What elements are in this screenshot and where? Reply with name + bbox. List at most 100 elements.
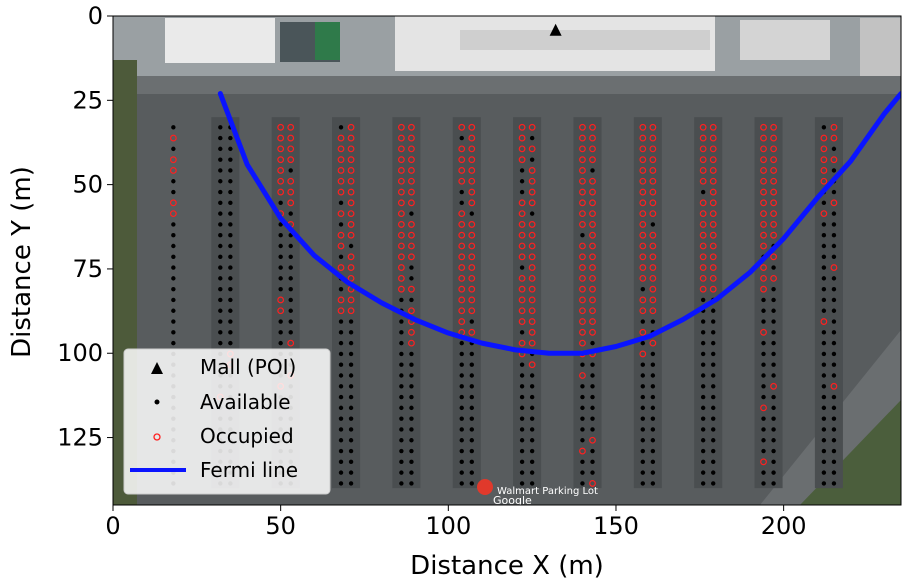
occupied-spot (820, 134, 828, 142)
occupied-spot (397, 188, 405, 196)
available-spot (348, 340, 354, 346)
available-spot (831, 405, 837, 411)
available-spot (700, 470, 706, 475)
occupied-spot (408, 177, 415, 185)
legend-poi-marker (151, 362, 163, 374)
available-spot (831, 308, 837, 313)
available-spot (640, 459, 646, 465)
available-spot (771, 340, 776, 346)
available-spot (590, 405, 595, 411)
available-spot (459, 340, 464, 346)
available-spot (640, 416, 646, 421)
occupied-spot (287, 145, 295, 153)
occupied-spot (639, 231, 647, 239)
available-spot (529, 481, 535, 486)
occupied-spot (699, 253, 707, 261)
available-spot (278, 319, 283, 324)
occupied-spot (528, 242, 536, 250)
occupied-spot (820, 156, 828, 164)
occupied-spot (770, 210, 777, 218)
occupied-spot (760, 167, 767, 174)
available-spot (771, 394, 776, 400)
occupied-spot (337, 242, 345, 250)
available-spot (459, 394, 464, 400)
available-spot (711, 481, 716, 486)
available-spot (228, 189, 233, 195)
occupied-spot (458, 231, 466, 239)
available-spot (590, 416, 595, 421)
available-spot (771, 416, 776, 421)
available-spot (831, 222, 837, 227)
available-spot (821, 481, 827, 486)
occupied-spot (760, 123, 767, 131)
available-spot (409, 448, 414, 454)
available-spot (218, 340, 223, 346)
available-spot (771, 362, 776, 367)
occupied-spot (699, 221, 707, 228)
y-tick-label: 100 (57, 339, 103, 367)
occupied-spot (397, 221, 405, 228)
legend-label-available: Available (200, 390, 291, 414)
occupied-spot (770, 274, 777, 282)
y-tick-label: 75 (72, 255, 103, 283)
occupied-spot (589, 221, 596, 228)
occupied-spot (337, 177, 345, 185)
occupied-spot (468, 145, 476, 153)
available-spot (640, 470, 646, 475)
occupied-spot (709, 285, 717, 293)
available-spot (519, 470, 525, 475)
available-spot (761, 481, 766, 486)
occupied-spot (397, 253, 405, 261)
available-spot (218, 222, 223, 227)
available-spot (821, 438, 827, 443)
occupied-spot (169, 134, 177, 142)
available-spot (711, 340, 716, 346)
available-spot (459, 200, 464, 206)
available-spot (771, 265, 776, 270)
occupied-spot (458, 318, 466, 325)
occupied-spot (518, 221, 526, 228)
occupied-spot (468, 285, 476, 293)
occupied-spot (408, 156, 415, 164)
occupied-spot (528, 145, 536, 153)
available-spot (171, 179, 176, 184)
occupied-spot (518, 339, 526, 347)
occupied-spot (760, 221, 767, 228)
available-spot (761, 297, 766, 303)
available-spot (821, 297, 827, 303)
occupied-spot (518, 285, 526, 293)
available-spot (821, 340, 827, 346)
occupied-spot (589, 123, 596, 131)
occupied-spot (528, 361, 536, 369)
occupied-spot (347, 307, 355, 315)
occupied-spot (337, 156, 345, 164)
available-spot (171, 276, 176, 281)
occupied-spot (709, 134, 717, 142)
occupied-spot (649, 231, 657, 239)
parking-row-strip (633, 117, 662, 489)
occupied-spot (347, 264, 355, 271)
occupied-spot (699, 264, 707, 271)
available-spot (409, 211, 414, 216)
occupied-spot (518, 134, 526, 142)
parking-row-strip (814, 117, 843, 489)
occupied-spot (528, 339, 536, 347)
mall-poi-marker (549, 23, 562, 36)
available-spot (519, 427, 525, 432)
available-spot (459, 448, 464, 454)
available-spot (580, 394, 585, 400)
occupied-spot (589, 134, 596, 142)
legend: Mall (POI) Available Occupied Fermi line (123, 348, 331, 495)
fermi-line (217, 91, 901, 356)
available-spot (821, 330, 827, 335)
available-spot (590, 394, 595, 400)
occupied-spot (397, 274, 405, 282)
available-spot (821, 286, 827, 292)
available-spot (831, 340, 837, 346)
available-spot (399, 330, 404, 335)
available-spot (519, 481, 525, 486)
occupied-spot (528, 264, 536, 271)
available-spot (711, 308, 716, 313)
occupied-spot (408, 307, 415, 315)
